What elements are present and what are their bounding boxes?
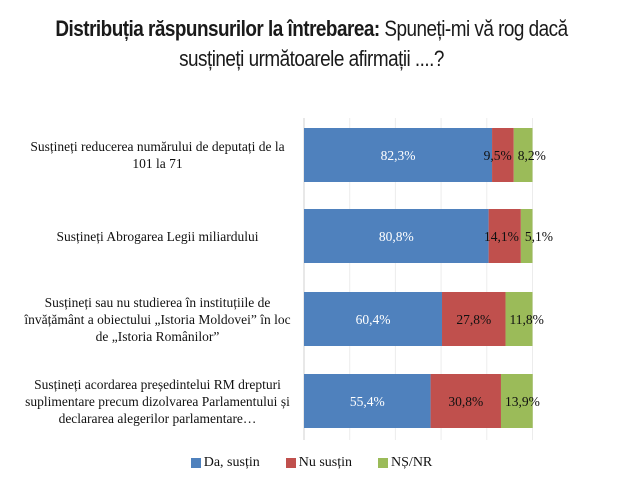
legend-item: Nu susțin [285,455,353,471]
bar-segment [505,292,533,346]
legend-swatch [190,457,201,468]
legend-swatch [378,457,389,468]
category-label: Susțineți Abrogarea Legii miliardului [56,228,259,244]
chart-title: Distribuția răspunsurilor la întrebarea:… [44,14,580,74]
category-label: Susțineți reducerea numărului de deputaț… [30,139,285,171]
data-label: 55,4% [350,394,385,409]
bar-segment [304,292,443,346]
bar-segment [492,128,514,182]
data-label: 60,4% [356,312,391,327]
bar-segment [513,128,533,182]
legend-label: Da, susțin [203,455,260,470]
legend-label: NȘ/NR [391,455,433,470]
bar-segment [304,128,493,182]
chart-title-bold: Distribuția răspunsurilor la întrebarea: [55,16,380,41]
legend-swatch [285,457,296,468]
data-label: 13,9% [505,394,540,409]
data-label: 8,2% [518,148,546,163]
data-label: 82,3% [381,148,416,163]
category-label: Susțineți acordarea președintelui RM dre… [25,376,290,426]
data-label: 9,5% [484,148,512,163]
bar-segment [520,209,533,263]
bar-segment [304,374,431,428]
data-label: 5,1% [525,229,553,244]
legend-item: NȘ/NR [378,455,432,471]
data-label: 80,8% [379,229,414,244]
bar-segment [500,374,533,428]
bar-segment [304,209,489,263]
bar-segment [442,292,506,346]
bar-segment [488,209,521,263]
legend: Da, susțin Nu susțin NȘ/NR [0,455,623,471]
bar-segment [430,374,501,428]
data-label: 27,8% [456,312,491,327]
data-label: 30,8% [448,394,483,409]
data-label: 11,8% [510,312,544,327]
legend-item: Da, susțin [190,455,260,471]
chart-title-rest: Spuneți-mi vă rog dacă susțineți următoa… [179,16,568,71]
category-label: Susțineți sau nu studierea în instituții… [24,294,291,344]
data-label: 14,1% [484,229,519,244]
legend-label: Nu susțin [298,455,353,470]
